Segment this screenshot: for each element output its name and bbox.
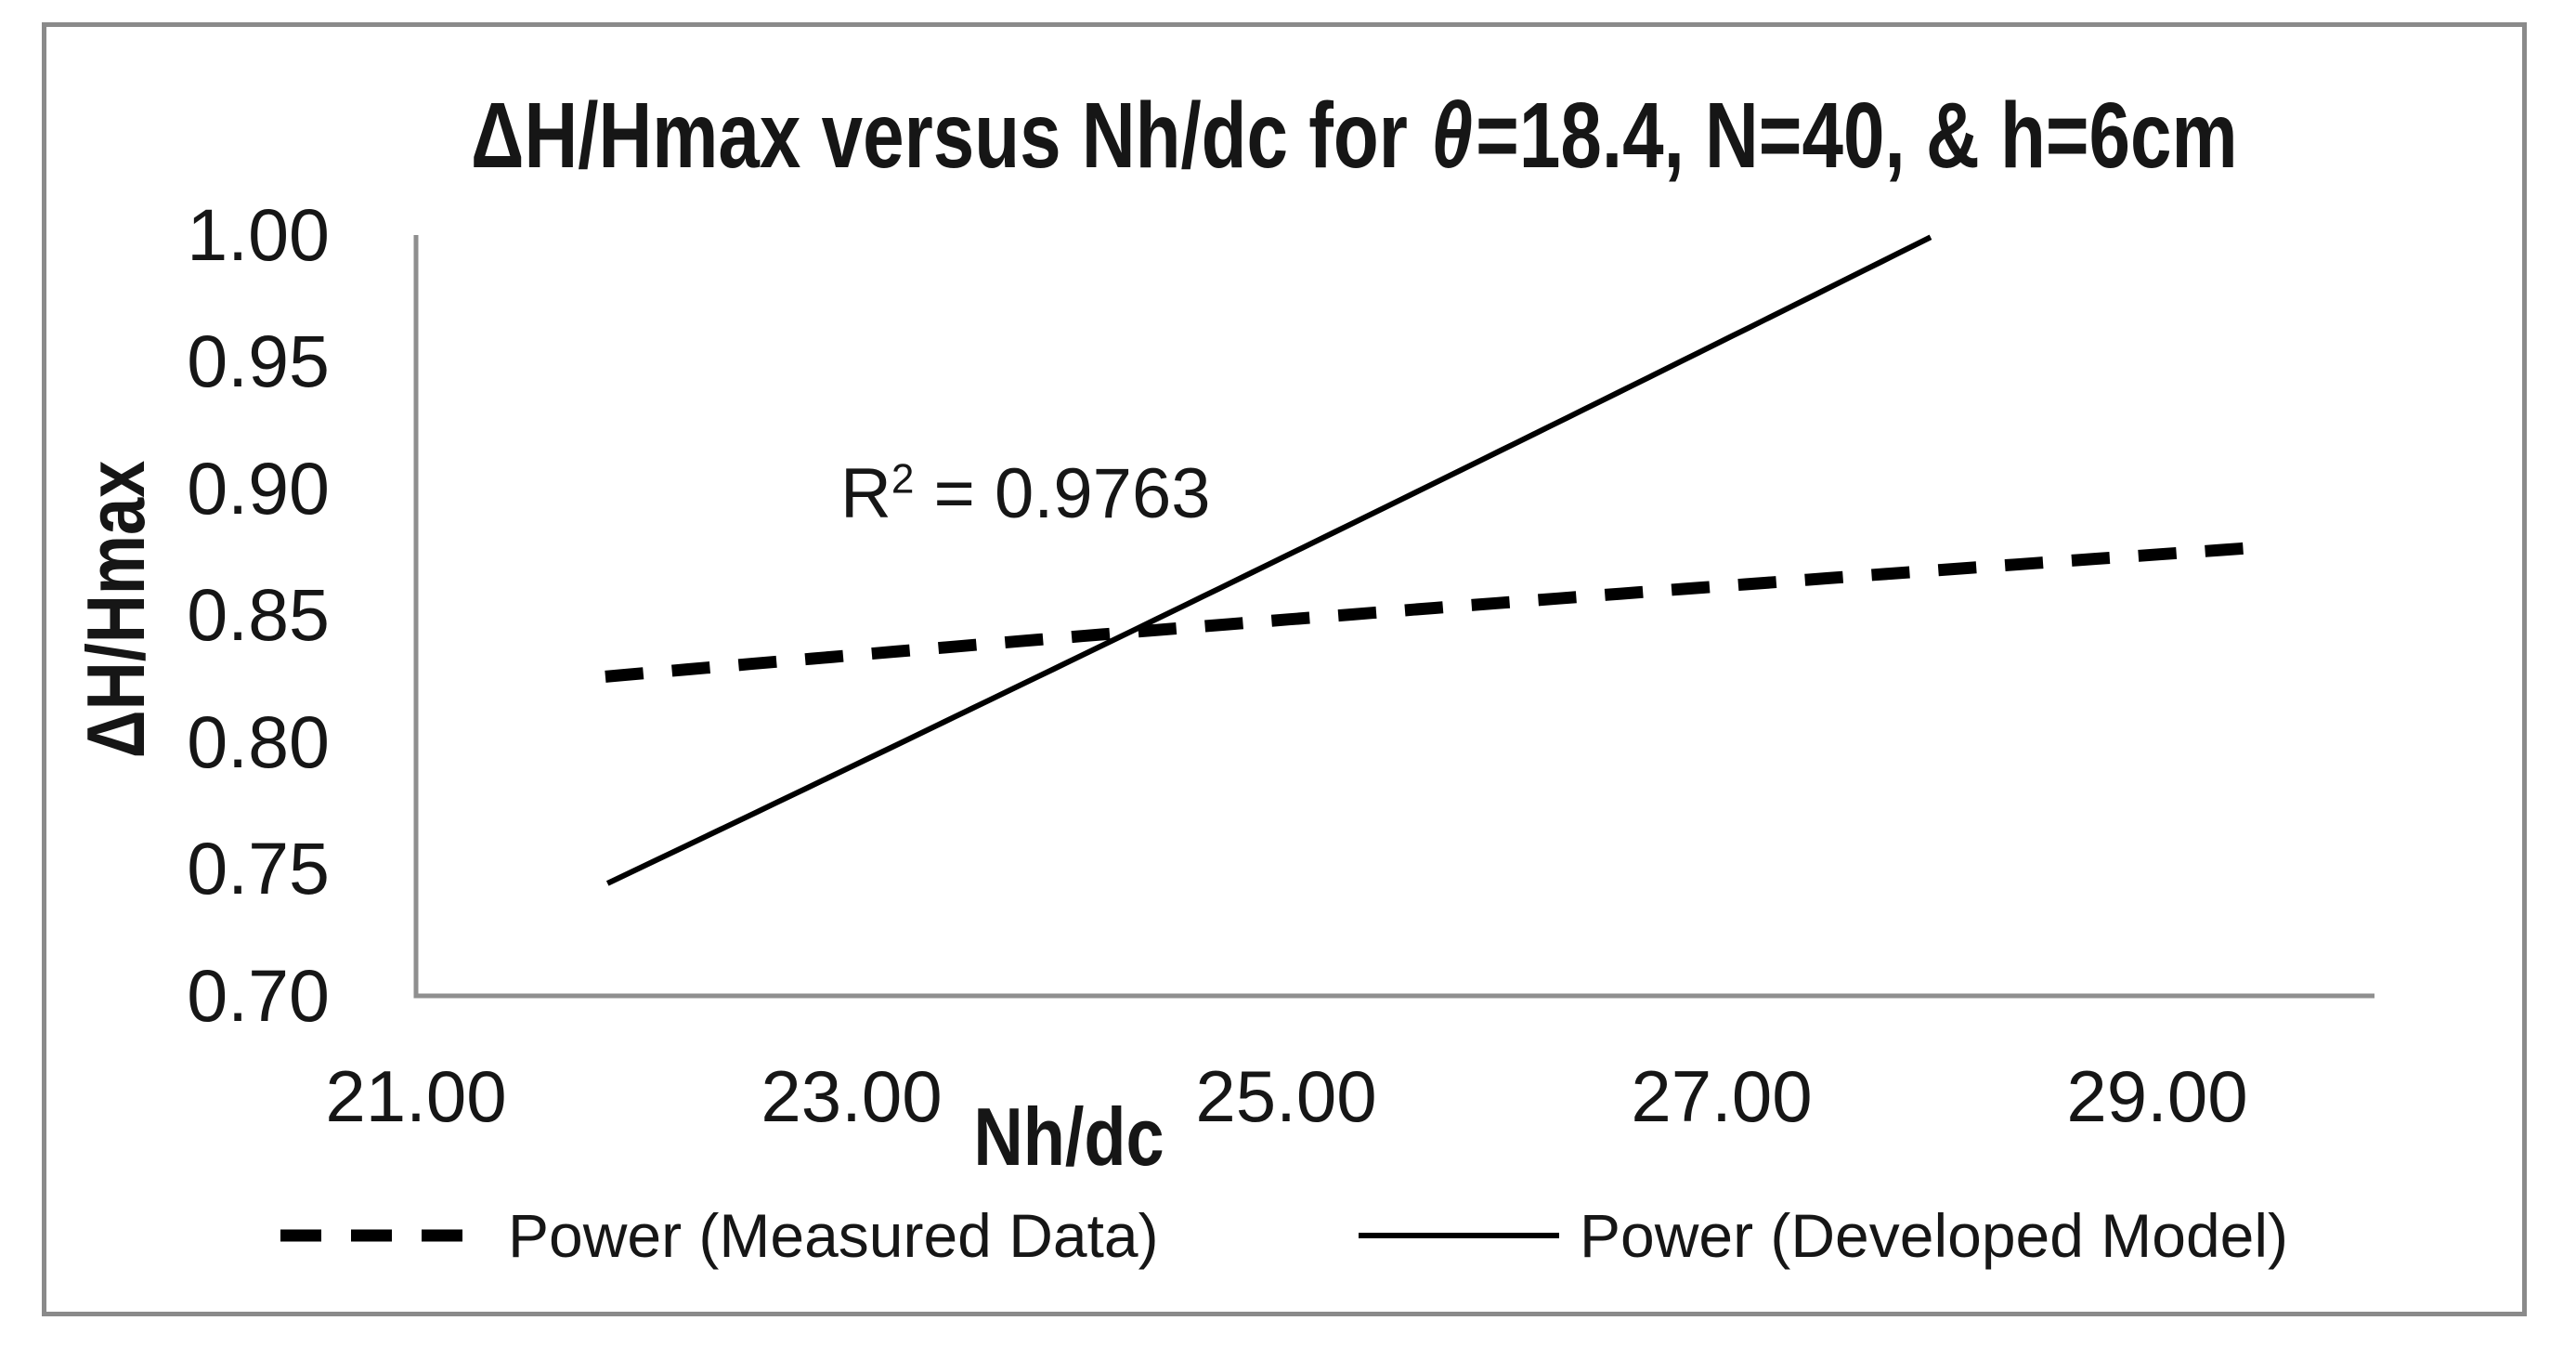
series-measured-data	[605, 541, 2264, 683]
x-tick-label: 25.00	[1195, 1055, 1377, 1137]
x-tick-label: 23.00	[761, 1055, 943, 1137]
x-tick-label: 27.00	[1631, 1055, 1813, 1137]
chart-title: ΔH/Hmax versus Nh/dc for θ=18.4, N=40, &…	[471, 80, 2238, 191]
plot-area	[413, 234, 2374, 999]
x-tick-label: 29.00	[2066, 1055, 2248, 1137]
legend-label-developed-model: Power (Developed Model)	[1580, 1201, 2289, 1270]
chart-title-theta-symbol: θ	[1431, 84, 1473, 188]
r-squared-annotation: R2 = 0.9763	[840, 454, 1211, 533]
x-tick-label: 21.00	[325, 1055, 507, 1137]
y-tick-label: 0.95	[187, 320, 330, 402]
r-squared-superscript: 2	[891, 456, 915, 503]
series-developed-model	[605, 234, 1932, 886]
chart-outer-frame	[42, 22, 2527, 1316]
chart-title-prefix: ΔH/Hmax versus Nh/dc for	[471, 84, 1429, 188]
y-tick-label: 0.75	[187, 827, 330, 909]
legend-swatch-solid-line-icon	[1359, 1233, 1559, 1238]
y-tick-label: 1.00	[187, 193, 330, 276]
y-tick-label: 0.80	[187, 700, 330, 783]
y-tick-label: 0.85	[187, 573, 330, 656]
chart-title-suffix: =18.4, N=40, & h=6cm	[1476, 84, 2238, 188]
legend-swatch-dashed-line-icon	[280, 1229, 462, 1242]
legend-label-measured-data: Power (Measured Data)	[508, 1201, 1159, 1270]
axis-lines	[413, 235, 2374, 999]
y-tick-label: 0.70	[187, 954, 330, 1037]
x-axis-title: Nh/dc	[973, 1091, 1164, 1183]
y-tick-label: 0.90	[187, 447, 330, 530]
